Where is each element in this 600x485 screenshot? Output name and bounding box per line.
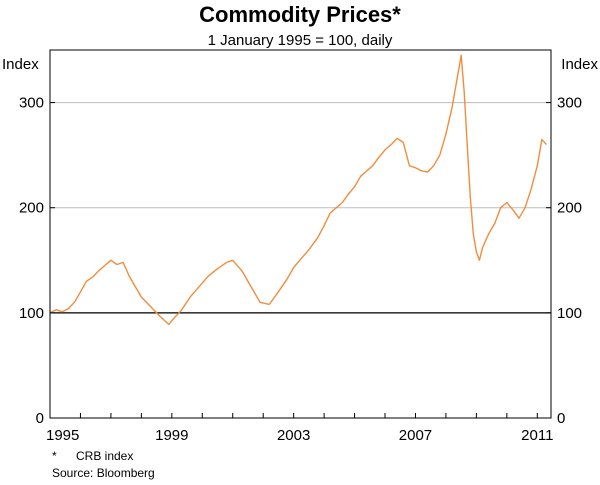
- x-tick-label-2003: 2003: [277, 427, 310, 444]
- chart-title: Commodity Prices*: [199, 2, 401, 27]
- x-tick-label-1995: 1995: [46, 427, 79, 444]
- series-group: [49, 54, 547, 326]
- x-tick-label-2007: 2007: [399, 427, 432, 444]
- series-line-0: [49, 54, 547, 326]
- gridlines: [50, 102, 551, 314]
- footnote-marker: *: [52, 449, 57, 463]
- y-tick-label-right-100: 100: [557, 305, 582, 322]
- x-tick-label-1999: 1999: [155, 427, 188, 444]
- plot-frame: [49, 49, 552, 419]
- y-tick-label-left-0: 0: [36, 410, 44, 427]
- footnote-text: CRB index: [76, 449, 133, 463]
- chart-subtitle: 1 January 1995 = 100, daily: [208, 32, 393, 49]
- y-tick-label-left-100: 100: [19, 305, 44, 322]
- y-tick-label-right-200: 200: [557, 200, 582, 217]
- x-tick-label-2011: 2011: [521, 427, 553, 444]
- y-tick-label-left-300: 300: [19, 95, 44, 112]
- y-axis-label-left: Index: [2, 56, 39, 73]
- y-tick-label-right-300: 300: [557, 95, 582, 112]
- tick-labels: 0 0 100 100 200 200 300 300 1995 1999 2003 2007 2011: [19, 95, 582, 444]
- y-axis-label-right: Index: [561, 56, 598, 73]
- y-tick-label-left-200: 200: [19, 200, 44, 217]
- ticks: [49, 102, 551, 418]
- source-text: Source: Bloomberg: [52, 466, 155, 480]
- y-tick-label-right-0: 0: [557, 410, 565, 427]
